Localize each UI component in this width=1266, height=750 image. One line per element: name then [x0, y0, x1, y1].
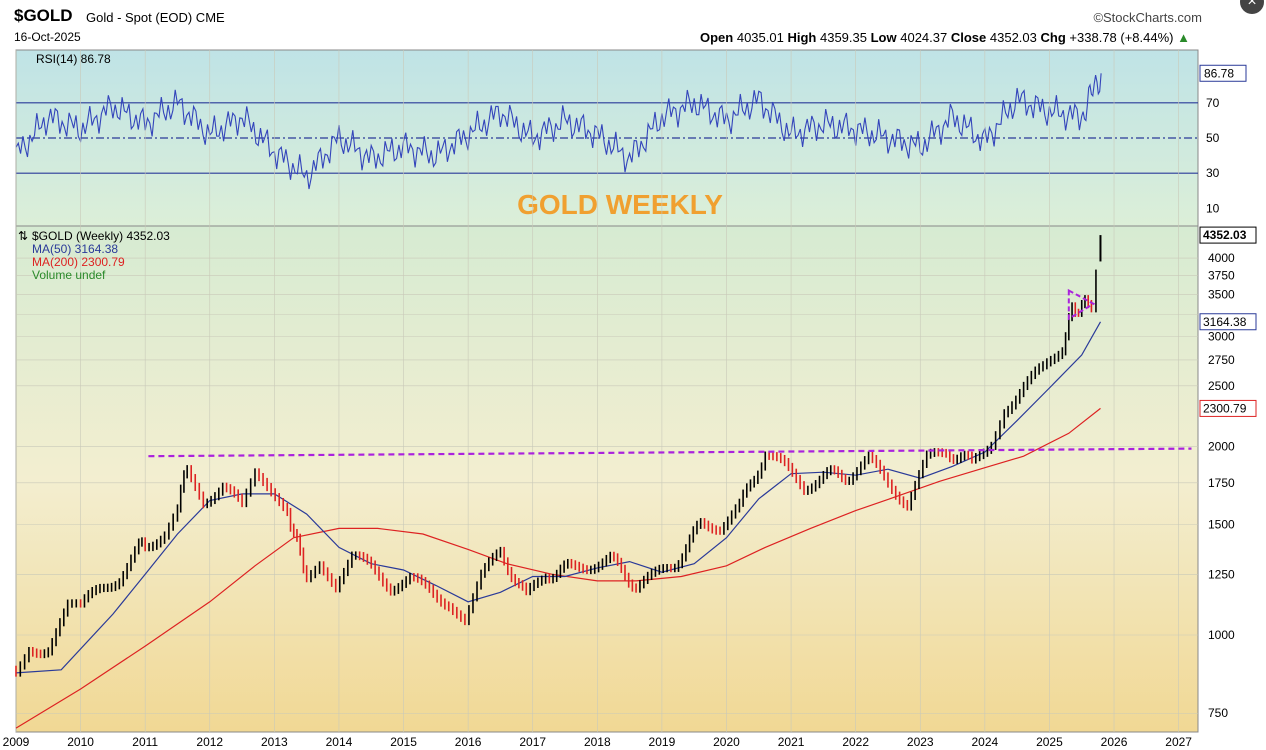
price-legend-entry: MA(200) 2300.79 — [32, 255, 125, 269]
x-tick-label: 2027 — [1165, 735, 1192, 749]
x-tick-label: 2025 — [1036, 735, 1063, 749]
x-tick-label: 2019 — [649, 735, 676, 749]
ma200-value-label-box — [1199, 399, 1257, 417]
price-tick-label: 2000 — [1208, 440, 1235, 454]
rsi-line — [15, 73, 1102, 190]
price-panel: 2009 2010 2011 2012 2013 2014 2015 2016 2017 2018… — [3, 50, 1257, 749]
gold-weekly-overlay-text: GOLD WEEKLY — [517, 189, 723, 220]
symbol-title: $GOLD — [14, 6, 73, 25]
open-label: Open — [699, 30, 734, 45]
resistance-dashed-line — [148, 447, 1192, 458]
price-tick-label: 1000 — [1208, 628, 1235, 642]
x-tick-label: 2021 — [778, 735, 805, 749]
triangle-pattern — [1067, 288, 1096, 321]
chg-value: +338.78 (+8.44%) — [1069, 30, 1174, 45]
ma200-line — [15, 407, 1101, 729]
ma200-value-label: 2300.79 — [1203, 401, 1247, 415]
x-tick-label: 2018 — [584, 735, 611, 749]
close-label: Close — [950, 30, 987, 45]
close-value: 4352.03 — [989, 30, 1037, 45]
chart-header: $GOLD Gold - Spot (EOD) CME 16-Oct-2025 … — [0, 0, 1266, 48]
price-panel-background — [15, 225, 1199, 733]
x-tick-label: 2022 — [842, 735, 869, 749]
rsi-title: RSI(14) 86.78 — [36, 52, 111, 66]
x-tick-label: 2024 — [972, 735, 999, 749]
x-tick-label: 2017 — [519, 735, 546, 749]
rsi-tick-label: 70 — [1206, 96, 1220, 110]
price-tick-label: 3750 — [1208, 269, 1235, 283]
price-tick-label: 1500 — [1208, 518, 1235, 532]
price-legend-entry: Volume undef — [32, 268, 106, 282]
ma50-value-label: 3164.38 — [1203, 315, 1247, 329]
price-legend-entry: MA(50) 3164.38 — [32, 242, 118, 256]
price-tick-label: 3500 — [1208, 287, 1235, 301]
x-tick-label: 2020 — [713, 735, 740, 749]
x-tick-label: 2026 — [1101, 735, 1128, 749]
ma50-line — [15, 321, 1102, 674]
high-label: High — [787, 30, 817, 45]
rsi-tick-label: 50 — [1206, 131, 1220, 145]
price-tick-label: 1750 — [1208, 476, 1235, 490]
x-tick-label: 2023 — [907, 735, 934, 749]
price-tick-label: 1250 — [1208, 567, 1235, 581]
last-price-label: 4352.03 — [1203, 228, 1247, 242]
price-tick-label: 2750 — [1208, 353, 1235, 367]
rsi-tick-label: 30 — [1206, 166, 1220, 180]
rsi-current-value-label: 86.78 — [1204, 66, 1234, 80]
up-arrow-icon: ▲ — [1177, 30, 1190, 45]
rsi-tick-label: 10 — [1206, 201, 1220, 215]
rsi-panel: 10 30 50 70 RSI(14) 86.78 86.78 GOLD WEEKLY — [15, 49, 1247, 227]
x-tick-label: 2011 — [132, 735, 158, 749]
x-tick-label: 2014 — [326, 735, 353, 749]
bars-icon: ⇅ — [18, 229, 28, 243]
high-value: 4359.35 — [819, 30, 867, 45]
ohlc-readout: Open 4035.01 High 4359.35 Low 4024.37 Cl… — [700, 30, 1190, 45]
price-tick-label: 2500 — [1208, 379, 1235, 393]
symbol-description: Gold - Spot (EOD) CME — [86, 10, 225, 25]
chg-label: Chg — [1040, 30, 1066, 45]
brand-label: ©StockCharts.com — [1093, 10, 1202, 25]
last-price-label-box — [1199, 226, 1257, 244]
rsi-current-value-box — [1199, 64, 1247, 82]
x-tick-label: 2015 — [390, 735, 417, 749]
x-tick-label: 2009 — [3, 735, 30, 749]
low-label: Low — [870, 30, 897, 45]
price-tick-label: 750 — [1208, 706, 1228, 720]
open-value: 4035.01 — [736, 30, 784, 45]
chart-date: 16-Oct-2025 — [14, 30, 81, 44]
x-tick-label: 2012 — [196, 735, 223, 749]
ma50-value-label-box — [1199, 313, 1257, 331]
price-tick-label: 3000 — [1208, 329, 1235, 343]
close-icon[interactable]: × — [1240, 0, 1264, 14]
price-tick-label: 4000 — [1208, 251, 1235, 265]
price-legend-entry: $GOLD (Weekly) 4352.03 — [32, 229, 170, 243]
x-tick-label: 2010 — [67, 735, 94, 749]
low-value: 4024.37 — [900, 30, 948, 45]
x-tick-label: 2016 — [455, 735, 482, 749]
x-tick-label: 2013 — [261, 735, 288, 749]
